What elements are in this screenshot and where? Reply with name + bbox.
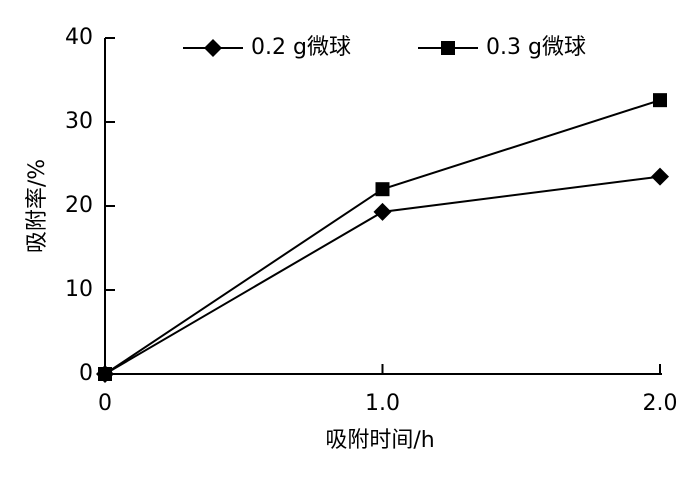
y-tick-label: 20 [65, 193, 93, 218]
legend-label: 0.3 g微球 [486, 35, 586, 60]
y-axis-label: 吸附率/% [25, 159, 50, 253]
x-axis-label: 吸附时间/h [325, 428, 434, 453]
legend-marker [204, 39, 222, 57]
y-tick-label: 40 [65, 25, 93, 50]
legend-marker [441, 41, 455, 55]
data-point [373, 202, 392, 221]
x-tick-label: 0 [98, 391, 112, 416]
series-line [104, 99, 661, 375]
data-point [651, 167, 669, 186]
y-tick-label: 10 [65, 277, 93, 302]
legend-label: 0.2 g微球 [251, 35, 351, 60]
y-tick-label: 30 [65, 109, 93, 134]
data-point [375, 182, 390, 197]
x-tick-label: 1.0 [365, 391, 400, 416]
y-tick-label: 0 [79, 361, 93, 386]
data-point [98, 367, 112, 381]
x-tick-label: 2.0 [643, 391, 678, 416]
data-point [653, 93, 667, 108]
